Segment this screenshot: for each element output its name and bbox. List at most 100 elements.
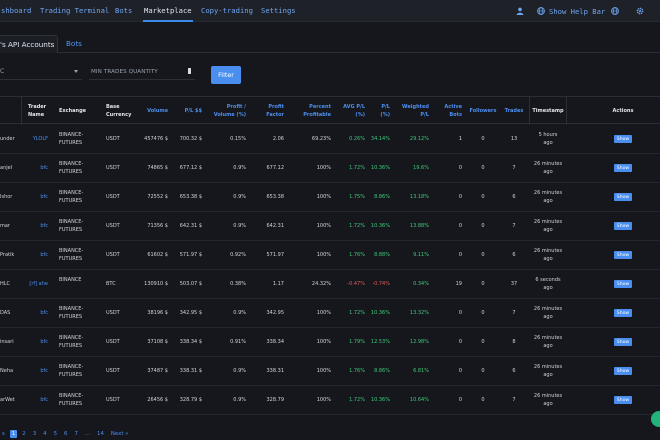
cell-exchange: BINANCE- FUTURES xyxy=(59,335,84,349)
pagination-page[interactable]: 14 xyxy=(97,431,104,437)
header-volume[interactable]: Volume xyxy=(147,108,168,114)
cell-pl-pct: 8.86% xyxy=(374,194,390,200)
show-button[interactable]: Show xyxy=(614,193,632,201)
pagination-page[interactable]: 2 xyxy=(22,431,26,437)
cell-timestamp: 26 minutes ago xyxy=(533,219,563,233)
cell-trades: 6 xyxy=(512,368,516,374)
language-globe-icon[interactable] xyxy=(611,5,619,17)
cell-exchange: BINANCE- FUTURES xyxy=(59,161,84,175)
cell-pl: 338.34 $ xyxy=(179,339,202,345)
cell-avg-pl: 0.26% xyxy=(349,136,365,142)
cell-pl: 328.79 $ xyxy=(179,397,202,403)
header-followers[interactable]: Followers xyxy=(469,108,497,114)
header-weighted-pl[interactable]: Weighted P/L xyxy=(402,104,429,118)
table-row: Neha bfc BINANCE- FUTURES USDT 37487 $ 338.31… xyxy=(0,357,660,386)
cell-percent-profitable: 100% xyxy=(316,397,331,403)
pagination-page[interactable]: 7 xyxy=(74,431,78,437)
show-button[interactable]: Show xyxy=(614,280,632,288)
user-icon[interactable] xyxy=(516,5,524,17)
nav-marketplace[interactable]: Marketplace xyxy=(143,6,193,22)
cell-pl: 571.97 $ xyxy=(179,252,202,258)
pagination-page[interactable]: ... xyxy=(84,431,91,437)
tab-bots[interactable]: Bots xyxy=(66,39,82,48)
trader-name-link[interactable]: bfc xyxy=(40,397,48,403)
cell-followers: 0 xyxy=(481,397,485,403)
cell-profit-volume: 0.38% xyxy=(230,281,246,287)
show-button[interactable]: Show xyxy=(614,338,632,346)
nav-settings[interactable]: Settings xyxy=(261,6,296,15)
cell-volume: 71356 $ xyxy=(147,223,168,229)
cell-exchange: BINANCE- FUTURES xyxy=(59,190,84,204)
cell-account: mar xyxy=(0,223,10,229)
exchange-select[interactable]: C xyxy=(0,68,5,75)
cell-followers: 0 xyxy=(481,339,485,345)
cell-timestamp: 26 minutes ago xyxy=(533,364,563,378)
cell-currency: USDT xyxy=(106,397,120,403)
min-trades-input[interactable]: MIN TRADES QUANTITY xyxy=(91,69,158,75)
trader-name-link[interactable]: bfc xyxy=(40,165,48,171)
pagination-previous[interactable]: s xyxy=(2,431,5,437)
show-help-bar-label: Show Help Bar xyxy=(549,6,606,16)
trader-name-link[interactable]: bfc xyxy=(40,310,48,316)
chat-support-button[interactable] xyxy=(651,411,660,427)
trader-name-link[interactable]: bfc xyxy=(40,223,48,229)
pagination-next[interactable]: Next » xyxy=(110,431,129,437)
select-underline xyxy=(0,79,82,80)
cell-currency: USDT xyxy=(106,368,120,374)
cell-profit-factor: 338.34 xyxy=(266,339,285,345)
nav-trading-terminal[interactable]: Trading Terminal xyxy=(40,6,110,15)
trader-name-link[interactable]: bfc xyxy=(40,252,48,258)
pagination-page[interactable]: 6 xyxy=(64,431,68,437)
cell-followers: 0 xyxy=(481,194,485,200)
header-avg-pl[interactable]: AVG P/L (%) xyxy=(343,104,365,118)
pagination-page[interactable]: 5 xyxy=(53,431,57,437)
pagination-page[interactable]: 4 xyxy=(43,431,47,437)
nav-bots[interactable]: Bots xyxy=(115,6,133,15)
nav-dashboard[interactable]: shboard xyxy=(1,6,32,15)
cell-exchange: BINANCE- FUTURES xyxy=(59,364,84,378)
tab-api-accounts[interactable]: 's API Accounts xyxy=(0,35,58,53)
cell-followers: 0 xyxy=(481,310,485,316)
show-button[interactable]: Show xyxy=(614,164,632,172)
table-row: mar bfc BINANCE- FUTURES USDT 71356 $ 642.31 … xyxy=(0,212,660,241)
header-base-currency: Base Currency xyxy=(106,104,132,118)
header-active-bots[interactable]: Active Bots xyxy=(444,104,462,118)
header-pl-pct[interactable]: P/L (%) xyxy=(380,104,390,118)
trader-name-link[interactable]: bfc xyxy=(40,368,48,374)
trader-name-link[interactable]: bfc xyxy=(40,194,48,200)
show-button[interactable]: Show xyxy=(614,309,632,317)
chevron-down-icon[interactable] xyxy=(74,70,78,73)
cell-currency: USDT xyxy=(106,310,120,316)
header-profit-volume[interactable]: Profit / Volume (%) xyxy=(213,104,246,118)
trader-name-link[interactable]: [rf] ahe xyxy=(29,281,48,287)
cell-pl: 653.38 $ xyxy=(179,194,202,200)
show-button[interactable]: Show xyxy=(614,222,632,230)
cell-timestamp: 26 minutes ago xyxy=(533,248,563,262)
show-help-bar-button[interactable]: Show Help Bar xyxy=(537,5,605,17)
header-percent-profitable[interactable]: Percent Profitable xyxy=(303,104,331,118)
header-trades[interactable]: Trades xyxy=(504,108,524,114)
cell-active-bots: 0 xyxy=(458,397,462,403)
pagination-page[interactable]: 3 xyxy=(32,431,37,437)
cell-trades: 6 xyxy=(512,252,516,258)
trader-name-link[interactable]: YLOLF xyxy=(32,136,48,142)
cell-pl-pct: 34.14% xyxy=(370,136,390,142)
cell-pl-pct: 8.86% xyxy=(374,368,390,374)
settings-gear-icon[interactable] xyxy=(636,5,644,17)
cell-volume: 37108 $ xyxy=(147,339,168,345)
cell-profit-volume: 0.9% xyxy=(233,165,246,171)
cell-timestamp: 26 minutes ago xyxy=(533,161,563,175)
cell-weighted-pl: 0.34% xyxy=(413,281,429,287)
cell-timestamp: 26 minutes ago xyxy=(533,190,563,204)
header-pl[interactable]: P/L $$ xyxy=(184,108,202,114)
trader-name-link[interactable]: bfc xyxy=(40,339,48,345)
header-profit-factor[interactable]: Profit Factor xyxy=(266,104,284,118)
show-button[interactable]: Show xyxy=(614,251,632,259)
show-button[interactable]: Show xyxy=(614,396,632,404)
show-button[interactable]: Show xyxy=(614,135,632,143)
nav-copy-trading[interactable]: Copy-trading xyxy=(201,6,253,15)
stepper-icon[interactable] xyxy=(188,68,191,74)
show-button[interactable]: Show xyxy=(614,367,632,375)
filter-button[interactable]: Filter xyxy=(211,66,241,84)
pagination-page[interactable]: 1 xyxy=(9,430,18,438)
